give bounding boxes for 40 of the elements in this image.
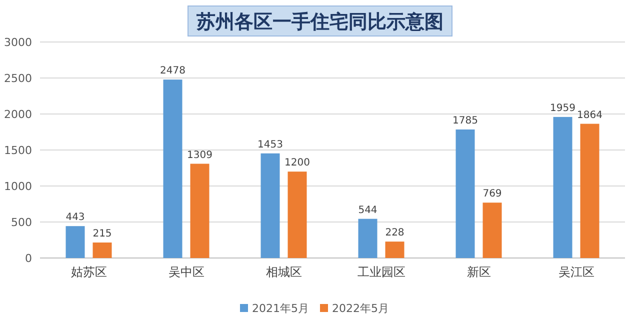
y-tick-label: 0 <box>25 252 32 265</box>
x-tick-label: 相城区 <box>266 265 302 279</box>
bar <box>260 153 280 258</box>
data-label: 1785 <box>452 115 478 126</box>
y-tick-label: 2000 <box>4 108 32 121</box>
data-label: 443 <box>66 212 85 224</box>
bar <box>482 202 502 258</box>
bar <box>288 172 307 258</box>
bar <box>163 80 182 258</box>
bar <box>580 124 600 258</box>
y-tick-label: 500 <box>11 216 32 229</box>
legend-label: 2021年5月 <box>252 302 309 315</box>
data-label: 1200 <box>284 158 310 169</box>
bar <box>385 242 404 258</box>
y-tick-label: 2500 <box>4 72 32 85</box>
data-label: 1864 <box>577 110 602 121</box>
data-label: 769 <box>482 188 502 200</box>
chart-title: 苏州各区一手住宅同比示意图 <box>196 11 444 33</box>
legend-label: 2022年5月 <box>332 302 389 315</box>
data-label: 1959 <box>550 102 576 114</box>
bar <box>92 242 112 258</box>
bar <box>358 218 378 258</box>
data-label: 2478 <box>160 66 186 77</box>
data-label: 544 <box>358 204 378 216</box>
data-label: 215 <box>92 228 112 240</box>
bar <box>66 226 85 258</box>
data-label: 1309 <box>187 150 212 161</box>
bar <box>190 164 210 258</box>
y-tick-label: 1500 <box>4 144 32 157</box>
y-tick-label: 3000 <box>4 36 32 49</box>
x-tick-label: 吴中区 <box>168 265 204 279</box>
bar <box>456 129 475 258</box>
data-label: 1453 <box>258 139 283 150</box>
x-tick-label: 姑苏区 <box>70 265 107 279</box>
x-tick-label: 吴江区 <box>558 265 594 279</box>
data-label: 228 <box>385 228 404 239</box>
x-tick-label: 工业园区 <box>357 265 406 279</box>
y-tick-label: 1000 <box>4 180 32 193</box>
bar <box>553 116 572 258</box>
x-tick-label: 新区 <box>466 265 491 279</box>
